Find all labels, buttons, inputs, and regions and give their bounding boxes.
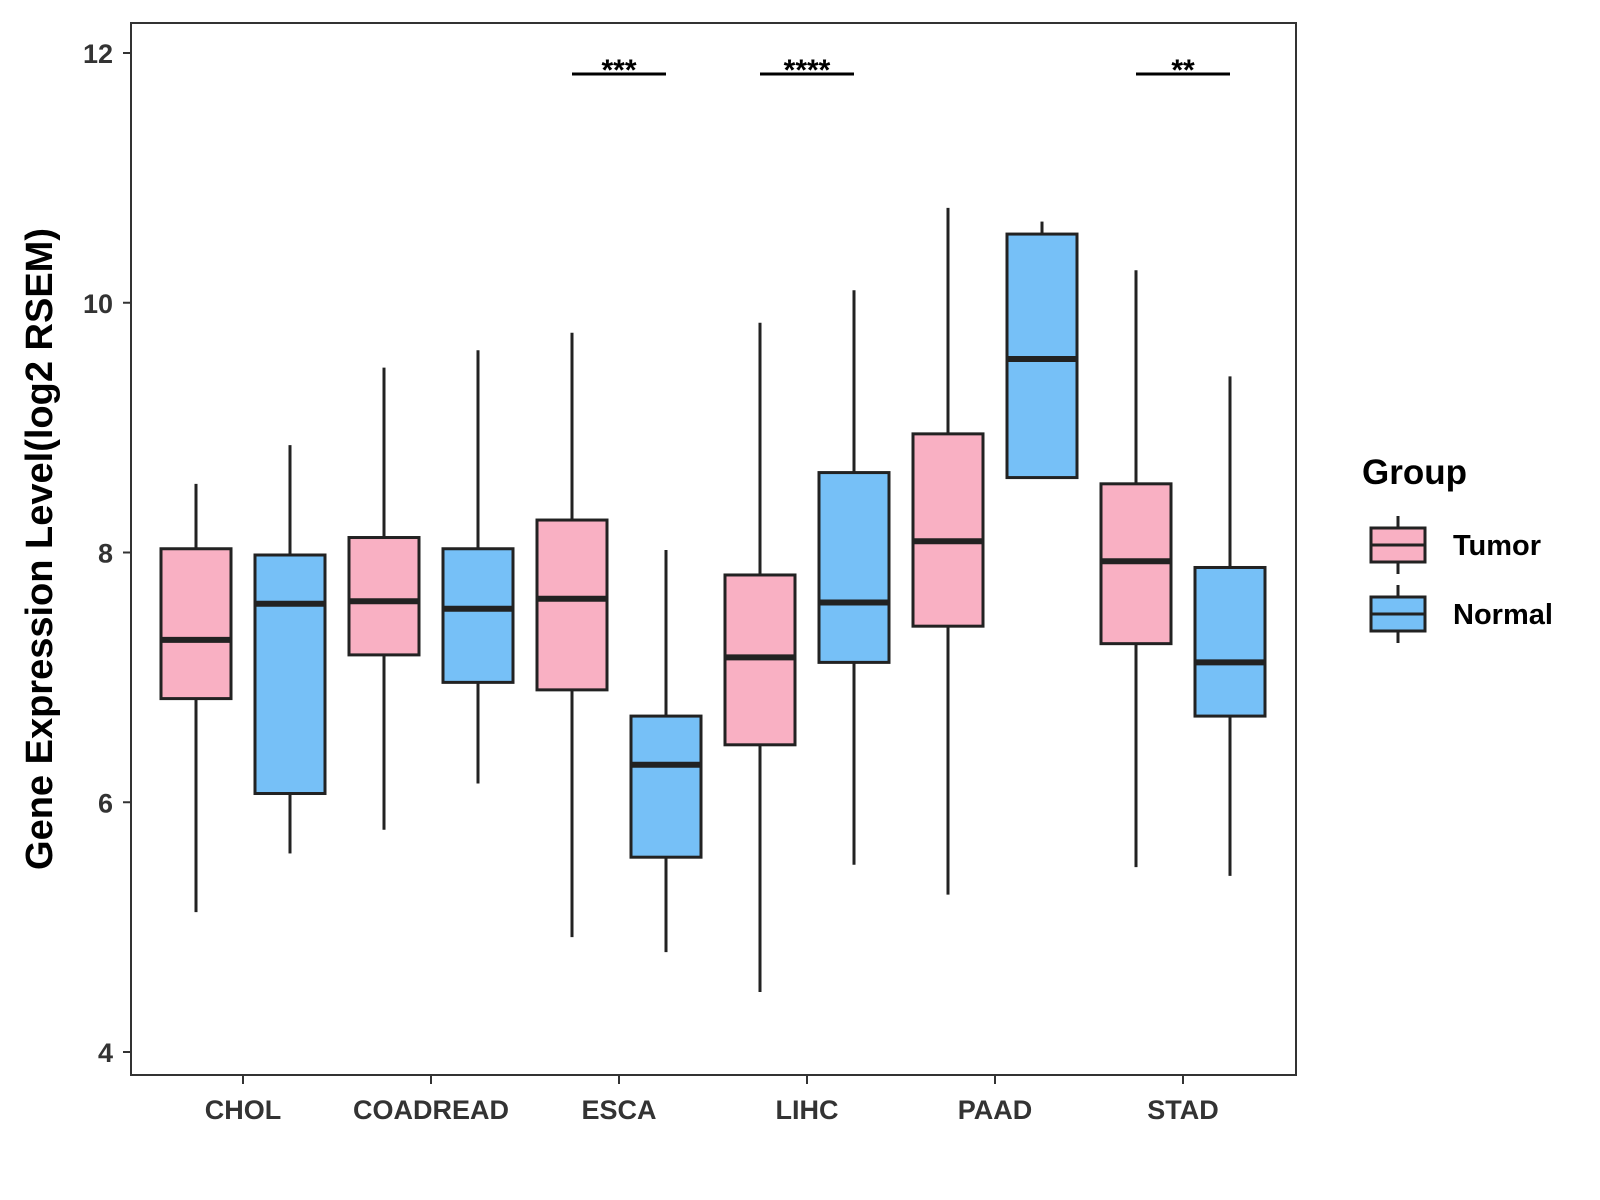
significance-label: ***	[601, 54, 636, 87]
legend-title: Group	[1362, 453, 1467, 492]
legend-item-tumor: Tumor	[1369, 516, 1541, 574]
box-body	[911, 432, 985, 628]
box-tumor-chol	[159, 483, 233, 913]
box-normal-chol	[253, 445, 327, 854]
box-body	[817, 471, 891, 664]
box-body	[441, 547, 515, 684]
chart-marks: *** **** **	[159, 54, 1267, 993]
box-normal-esca	[629, 550, 703, 953]
y-tick-label: 6	[98, 788, 113, 818]
y-tick-label: 8	[98, 539, 113, 569]
x-axis: CHOL COADREAD ESCA LIHC PAAD STAD	[205, 1075, 1219, 1125]
x-tick-label: COADREAD	[353, 1095, 509, 1125]
x-tick-label: STAD	[1147, 1095, 1219, 1125]
legend: Group Tumor Normal	[1362, 453, 1553, 643]
x-tick-label: LIHC	[776, 1095, 839, 1125]
y-axis: 4 6 8 10 12	[83, 39, 131, 1068]
box-tumor-stad	[1099, 270, 1173, 868]
box-body	[1193, 565, 1267, 718]
box-tumor-lihc	[723, 322, 797, 993]
y-tick-label: 4	[98, 1038, 113, 1068]
box-normal-paad	[1005, 221, 1079, 480]
box-body	[1005, 232, 1079, 480]
x-tick-label: ESCA	[581, 1095, 656, 1125]
box-body	[159, 547, 233, 701]
legend-label: Normal	[1453, 599, 1553, 631]
box-tumor-coadread	[347, 367, 421, 830]
box-tumor-esca	[535, 332, 609, 938]
box-body	[347, 536, 421, 657]
box-normal-lihc	[817, 290, 891, 865]
x-tick-label: PAAD	[958, 1095, 1033, 1125]
box-body	[253, 553, 327, 796]
y-tick-label: 12	[83, 39, 113, 69]
box-body	[535, 518, 609, 692]
legend-item-normal: Normal	[1369, 585, 1553, 643]
x-tick-label: CHOL	[205, 1095, 282, 1125]
y-axis-title: Gene Expression Level(log2 RSEM)	[19, 228, 61, 870]
y-tick-label: 10	[83, 289, 113, 319]
box-normal-coadread	[441, 350, 515, 784]
significance-label: ****	[784, 54, 831, 87]
box-normal-stad	[1193, 376, 1267, 876]
box-tumor-paad	[911, 207, 985, 895]
legend-label: Tumor	[1453, 530, 1541, 562]
box-body	[629, 714, 703, 859]
significance-label: **	[1171, 54, 1195, 87]
